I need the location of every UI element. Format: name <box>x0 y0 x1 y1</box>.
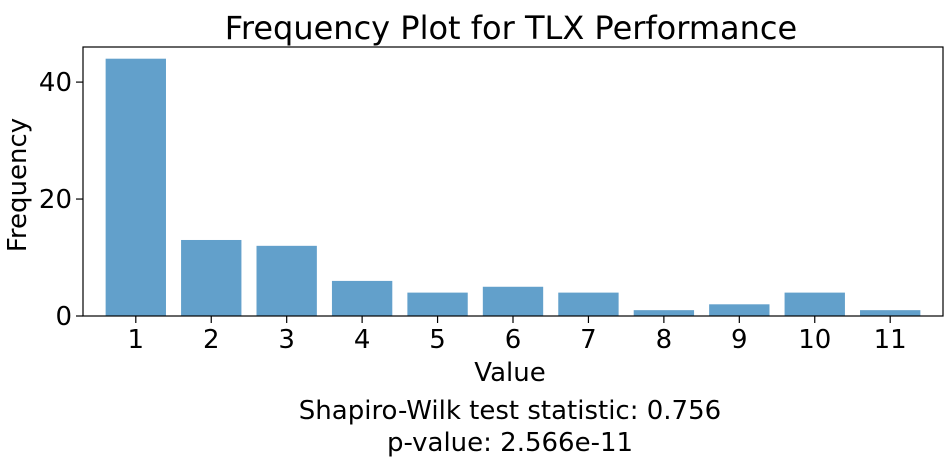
x-tick-label: 3 <box>278 325 295 355</box>
x-axis-label: Value <box>474 358 545 388</box>
x-tick-label: 6 <box>505 325 522 355</box>
x-axis: 1 2 3 4 5 6 7 8 9 10 11 <box>128 316 907 355</box>
x-tick-label: 2 <box>203 325 220 355</box>
bar-2 <box>181 239 242 316</box>
chart-title: Frequency Plot for TLX Performance <box>225 9 797 47</box>
x-tick-label: 7 <box>580 325 597 355</box>
x-tick-label: 10 <box>798 325 831 355</box>
bar-10 <box>784 292 845 316</box>
x-tick-label: 11 <box>874 325 907 355</box>
x-tick-label: 9 <box>731 325 748 355</box>
p-value-text: p-value: 2.566e-11 <box>387 428 633 458</box>
plot-frame <box>82 46 944 317</box>
shapiro-statistic-text: Shapiro-Wilk test statistic: 0.756 <box>299 396 721 426</box>
y-tick-label: 40 <box>39 68 72 98</box>
y-axis: 0 20 40 <box>39 68 83 332</box>
bar-6 <box>482 286 544 316</box>
bar-5 <box>407 292 468 316</box>
bar-9 <box>709 304 770 316</box>
bar-7 <box>558 292 619 316</box>
x-tick-label: 4 <box>354 325 371 355</box>
x-tick-label: 8 <box>656 325 673 355</box>
bar-1 <box>105 58 166 317</box>
x-tick-label: 5 <box>429 325 446 355</box>
y-tick-label: 20 <box>39 185 72 215</box>
bar-4 <box>331 280 393 316</box>
bar-group <box>105 58 921 317</box>
bar-3 <box>256 245 317 316</box>
y-axis-label: Frequency <box>3 118 33 252</box>
x-tick-label: 1 <box>128 325 145 355</box>
y-tick-label: 0 <box>55 302 72 332</box>
bar-8 <box>633 310 695 316</box>
bar-11 <box>860 310 921 316</box>
